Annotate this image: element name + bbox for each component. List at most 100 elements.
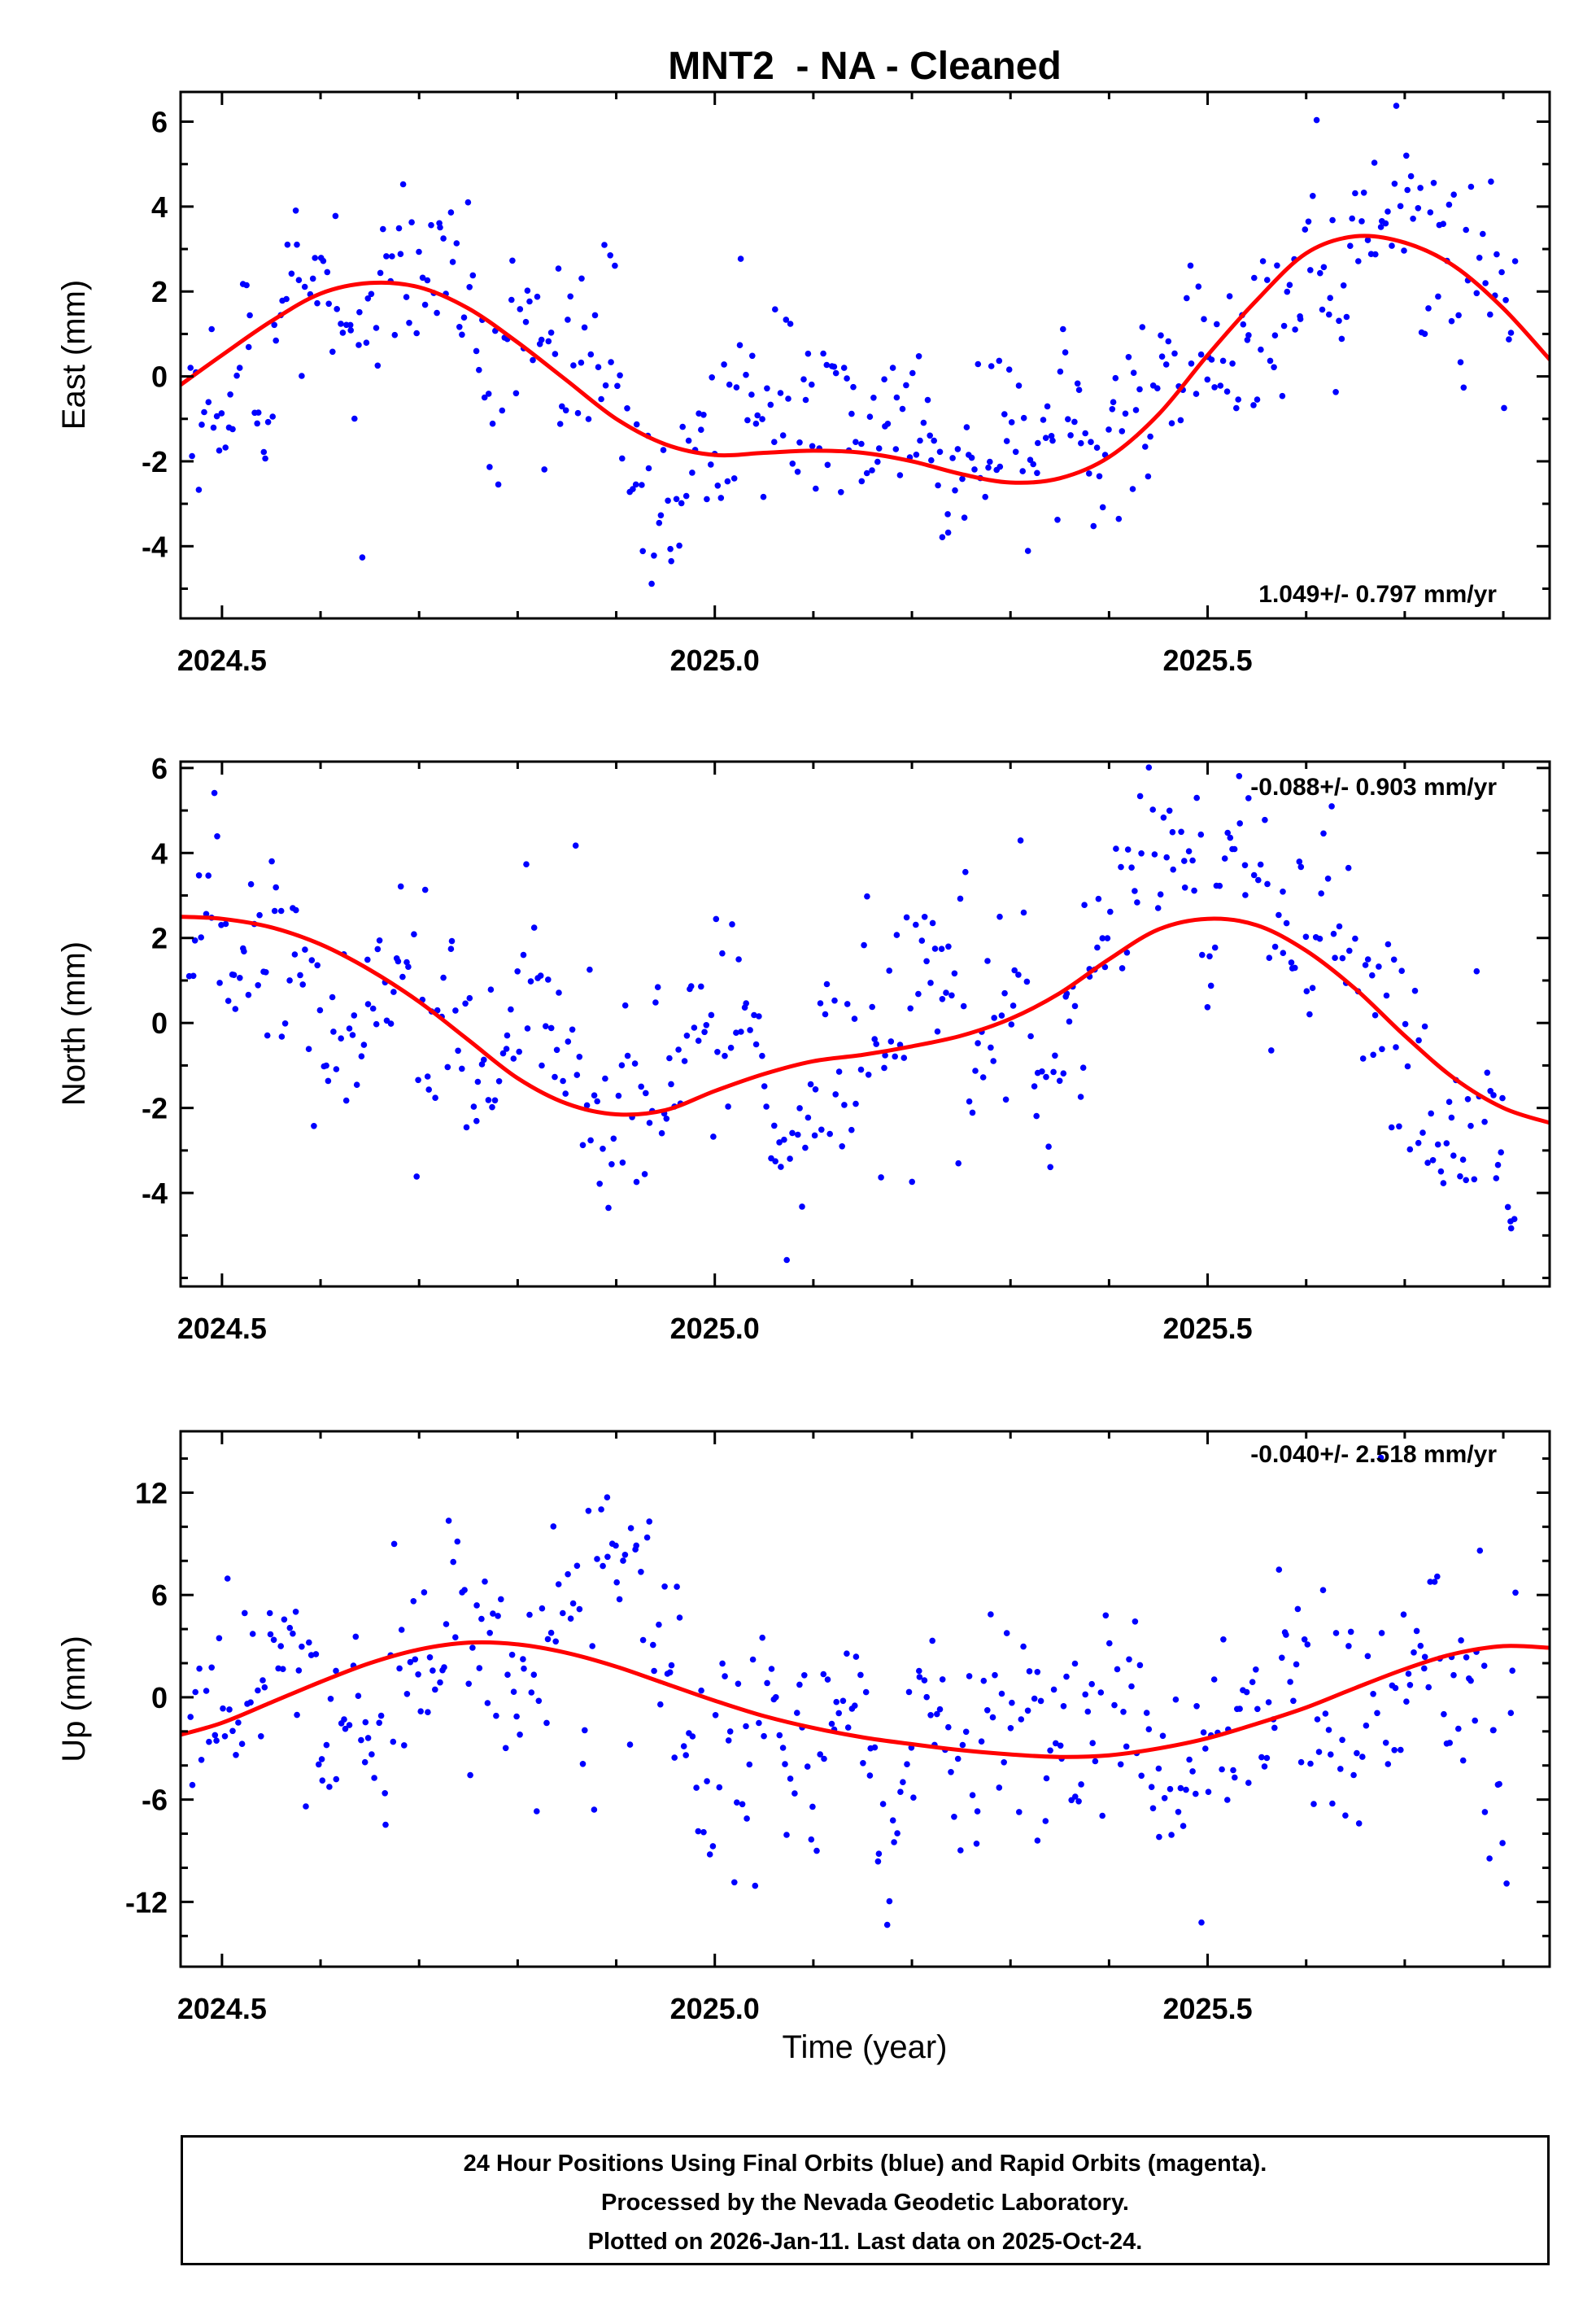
data-point — [1188, 360, 1195, 367]
data-point — [1398, 1746, 1404, 1754]
data-point — [1359, 1754, 1366, 1760]
data-point — [759, 416, 765, 422]
data-point — [411, 931, 417, 937]
data-point — [759, 1052, 765, 1059]
data-point — [1355, 1820, 1363, 1827]
data-point — [1030, 461, 1036, 468]
data-point — [604, 1553, 611, 1561]
data-point — [1463, 1654, 1470, 1661]
data-point — [1290, 1697, 1297, 1705]
data-point — [254, 420, 261, 427]
data-point — [1511, 258, 1519, 264]
data-point — [447, 209, 455, 216]
data-point — [1128, 1683, 1135, 1690]
data-point — [1283, 919, 1290, 927]
data-point — [516, 1048, 522, 1055]
data-point — [1143, 1710, 1150, 1716]
data-point — [1130, 369, 1137, 377]
data-point — [789, 1129, 796, 1137]
data-point — [764, 1679, 770, 1687]
data-point — [502, 1745, 509, 1752]
data-point — [887, 1038, 895, 1045]
data-point — [598, 1506, 604, 1513]
data-point — [966, 1673, 973, 1679]
data-point — [612, 262, 618, 269]
data-point — [1092, 1758, 1099, 1765]
data-point — [1019, 468, 1026, 474]
data-point — [980, 1677, 988, 1684]
data-point — [260, 448, 268, 456]
data-point — [1097, 1689, 1105, 1696]
data-point — [605, 1204, 612, 1212]
data-point — [657, 512, 665, 519]
data-point — [389, 253, 395, 260]
data-point — [1117, 1761, 1124, 1768]
data-point — [1216, 882, 1223, 889]
data-point — [440, 235, 447, 242]
data-point — [486, 464, 493, 470]
data-point — [957, 895, 964, 902]
data-point — [413, 1173, 420, 1180]
data-point — [1339, 954, 1346, 962]
data-point — [1263, 1754, 1271, 1762]
data-point — [371, 1775, 377, 1781]
data-point — [373, 325, 380, 331]
data-point — [1440, 221, 1446, 228]
data-point — [382, 1790, 389, 1797]
data-point — [943, 989, 949, 996]
data-point — [860, 1760, 866, 1767]
data-point — [1421, 1653, 1428, 1661]
data-point — [1012, 448, 1019, 456]
data-point — [645, 465, 652, 472]
data-point — [1197, 351, 1205, 358]
data-point — [1258, 346, 1264, 353]
data-point — [208, 1664, 216, 1671]
data-point — [853, 1653, 860, 1660]
data-point — [809, 381, 815, 388]
data-point — [743, 1723, 749, 1730]
data-point — [1109, 406, 1116, 413]
data-point — [1132, 1618, 1139, 1625]
data-point — [1204, 1004, 1211, 1011]
data-point — [464, 199, 472, 206]
data-point — [693, 1784, 700, 1791]
data-point — [1372, 251, 1379, 258]
data-point — [1337, 1766, 1344, 1772]
data-point — [648, 580, 655, 587]
data-point — [1370, 1051, 1376, 1059]
data-point — [1484, 1069, 1491, 1077]
data-point — [1205, 1788, 1212, 1795]
data-point — [470, 1103, 477, 1110]
data-point — [1178, 828, 1184, 836]
data-point — [1219, 357, 1227, 365]
x-tick-label: 2025.0 — [670, 1312, 760, 1345]
data-point — [264, 418, 272, 426]
data-point — [756, 1013, 762, 1020]
data-point — [1314, 1716, 1321, 1723]
data-point — [266, 1609, 273, 1617]
data-point — [456, 324, 463, 330]
north-axis-label: North (mm) — [56, 941, 92, 1106]
data-point — [915, 353, 922, 360]
data-point — [454, 1538, 461, 1545]
data-point — [850, 383, 857, 391]
data-point — [352, 1633, 360, 1640]
data-point — [1229, 360, 1236, 367]
data-point — [706, 1851, 713, 1858]
data-point — [929, 1637, 935, 1644]
data-point — [1214, 321, 1220, 328]
data-point — [601, 242, 608, 248]
data-point — [1162, 361, 1170, 368]
data-point — [746, 1761, 753, 1768]
data-point — [294, 1711, 300, 1719]
data-point — [783, 1832, 790, 1838]
data-point — [1134, 899, 1140, 906]
data-point — [576, 1605, 583, 1613]
data-point — [704, 496, 710, 503]
data-point — [309, 275, 316, 282]
data-point — [303, 1803, 309, 1810]
data-point — [695, 1828, 702, 1835]
data-point — [1249, 1679, 1256, 1685]
data-point — [826, 1130, 833, 1138]
data-point — [1063, 1673, 1070, 1680]
